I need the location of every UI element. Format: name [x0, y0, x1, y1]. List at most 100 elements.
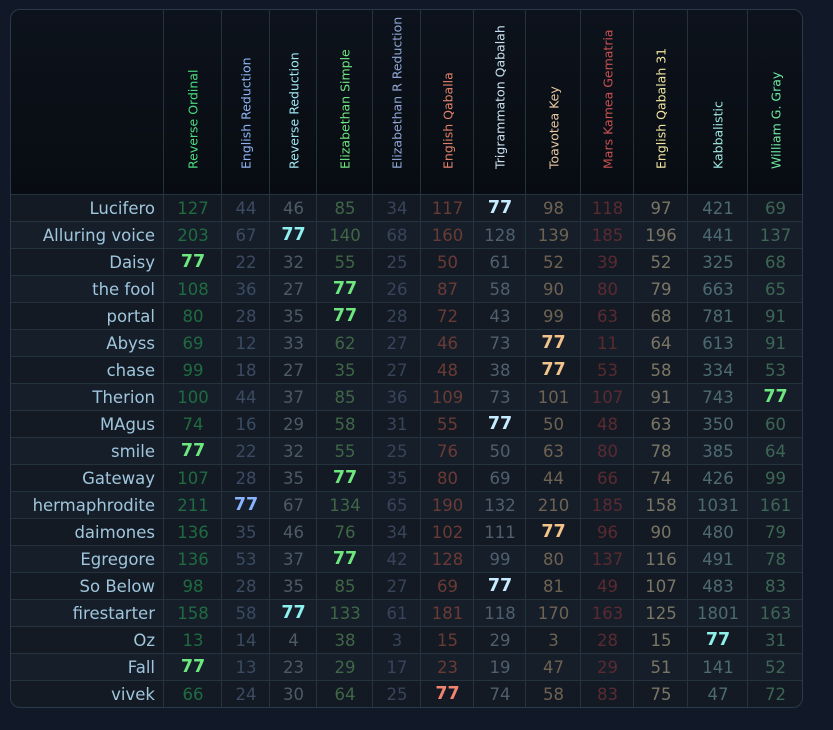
row-phrase-label[interactable]: Therion — [92, 388, 155, 407]
value-cell[interactable]: 80 — [525, 546, 581, 573]
value-cell[interactable]: 111 — [473, 519, 526, 546]
value-cell[interactable]: 4 — [269, 627, 317, 654]
value-cell[interactable]: 140 — [316, 222, 373, 249]
value-cell[interactable]: 136 — [163, 519, 222, 546]
value-cell[interactable]: 66 — [580, 465, 634, 492]
value-cell[interactable]: 79 — [633, 276, 688, 303]
value-cell[interactable]: 132 — [473, 492, 526, 519]
value-cell[interactable]: 185 — [580, 492, 634, 519]
value-cell[interactable]: 196 — [633, 222, 688, 249]
row-phrase-label[interactable]: MAgus — [99, 415, 155, 434]
value-cell[interactable]: 350 — [687, 411, 748, 438]
value-cell[interactable]: 25 — [372, 681, 421, 707]
row-phrase-label[interactable]: the fool — [92, 280, 155, 299]
value-cell[interactable]: 33 — [269, 330, 317, 357]
value-cell[interactable]: 81 — [525, 573, 581, 600]
value-cell[interactable]: 12 — [221, 330, 270, 357]
value-cell[interactable]: 18 — [221, 357, 270, 384]
value-cell[interactable]: 58 — [221, 600, 270, 627]
value-cell[interactable]: 108 — [163, 276, 222, 303]
value-cell[interactable]: 64 — [747, 438, 802, 465]
row-phrase-label[interactable]: Fall — [127, 658, 155, 677]
value-cell[interactable]: 29 — [580, 654, 634, 681]
value-cell[interactable]: 27 — [372, 357, 421, 384]
value-cell[interactable]: 61 — [473, 249, 526, 276]
value-cell[interactable]: 52 — [633, 249, 688, 276]
value-cell[interactable]: 480 — [687, 519, 748, 546]
column-header[interactable]: Toavotea Key — [525, 10, 581, 194]
value-cell[interactable]: 90 — [525, 276, 581, 303]
value-cell[interactable]: 30 — [269, 681, 317, 707]
value-cell[interactable]: 58 — [473, 276, 526, 303]
value-cell[interactable]: 15 — [633, 627, 688, 654]
value-cell-match[interactable]: 77 — [269, 600, 317, 627]
value-cell-match[interactable]: 77 — [473, 195, 526, 222]
value-cell[interactable]: 31 — [372, 411, 421, 438]
value-cell[interactable]: 50 — [473, 438, 526, 465]
value-cell[interactable]: 87 — [420, 276, 474, 303]
value-cell[interactable]: 127 — [163, 195, 222, 222]
value-cell[interactable]: 13 — [221, 654, 270, 681]
value-cell[interactable]: 79 — [747, 519, 802, 546]
value-cell[interactable]: 181 — [420, 600, 474, 627]
value-cell[interactable]: 73 — [473, 330, 526, 357]
value-cell[interactable]: 38 — [473, 357, 526, 384]
value-cell[interactable]: 325 — [687, 249, 748, 276]
column-header[interactable]: English Qabalah 31 — [633, 10, 688, 194]
value-cell[interactable]: 65 — [747, 276, 802, 303]
value-cell[interactable]: 11 — [580, 330, 634, 357]
value-cell[interactable]: 136 — [163, 546, 222, 573]
value-cell[interactable]: 49 — [580, 573, 634, 600]
value-cell[interactable]: 28 — [372, 303, 421, 330]
value-cell[interactable]: 29 — [269, 411, 317, 438]
value-cell[interactable]: 46 — [269, 519, 317, 546]
value-cell[interactable]: 32 — [269, 438, 317, 465]
value-cell[interactable]: 46 — [420, 330, 474, 357]
value-cell[interactable]: 44 — [525, 465, 581, 492]
column-header[interactable]: Reverse Reduction — [269, 10, 317, 194]
value-cell[interactable]: 78 — [633, 438, 688, 465]
value-cell[interactable]: 52 — [747, 654, 802, 681]
value-cell-match[interactable]: 77 — [269, 222, 317, 249]
value-cell[interactable]: 60 — [747, 411, 802, 438]
column-header[interactable]: William G. Gray — [747, 10, 802, 194]
value-cell[interactable]: 385 — [687, 438, 748, 465]
value-cell[interactable]: 109 — [420, 384, 474, 411]
value-cell[interactable]: 58 — [633, 357, 688, 384]
value-cell[interactable]: 53 — [580, 357, 634, 384]
value-cell-match[interactable]: 77 — [316, 465, 373, 492]
row-phrase-label[interactable]: Lucifero — [89, 199, 156, 218]
value-cell[interactable]: 158 — [633, 492, 688, 519]
value-cell[interactable]: 47 — [687, 681, 748, 707]
value-cell[interactable]: 34 — [372, 195, 421, 222]
value-cell[interactable]: 441 — [687, 222, 748, 249]
value-cell[interactable]: 16 — [221, 411, 270, 438]
value-cell[interactable]: 117 — [420, 195, 474, 222]
value-cell[interactable]: 64 — [316, 681, 373, 707]
value-cell[interactable]: 43 — [473, 303, 526, 330]
value-cell[interactable]: 27 — [372, 573, 421, 600]
value-cell[interactable]: 421 — [687, 195, 748, 222]
value-cell[interactable]: 116 — [633, 546, 688, 573]
value-cell[interactable]: 36 — [372, 384, 421, 411]
value-cell[interactable]: 101 — [525, 384, 581, 411]
value-cell[interactable]: 125 — [633, 600, 688, 627]
value-cell[interactable]: 37 — [269, 384, 317, 411]
value-cell[interactable]: 334 — [687, 357, 748, 384]
value-cell-match[interactable]: 77 — [473, 411, 526, 438]
value-cell[interactable]: 55 — [316, 249, 373, 276]
value-cell[interactable]: 63 — [633, 411, 688, 438]
value-cell[interactable]: 139 — [525, 222, 581, 249]
row-phrase-label[interactable]: Egregore — [80, 550, 155, 569]
value-cell[interactable]: 69 — [473, 465, 526, 492]
column-header[interactable]: Elizabethan R Reduction — [372, 10, 421, 194]
value-cell[interactable]: 29 — [473, 627, 526, 654]
value-cell[interactable]: 19 — [473, 654, 526, 681]
value-cell-match[interactable]: 77 — [316, 303, 373, 330]
value-cell[interactable]: 211 — [163, 492, 222, 519]
value-cell[interactable]: 28 — [221, 573, 270, 600]
value-cell[interactable]: 24 — [221, 681, 270, 707]
value-cell[interactable]: 137 — [747, 222, 802, 249]
value-cell[interactable]: 781 — [687, 303, 748, 330]
value-cell[interactable]: 203 — [163, 222, 222, 249]
